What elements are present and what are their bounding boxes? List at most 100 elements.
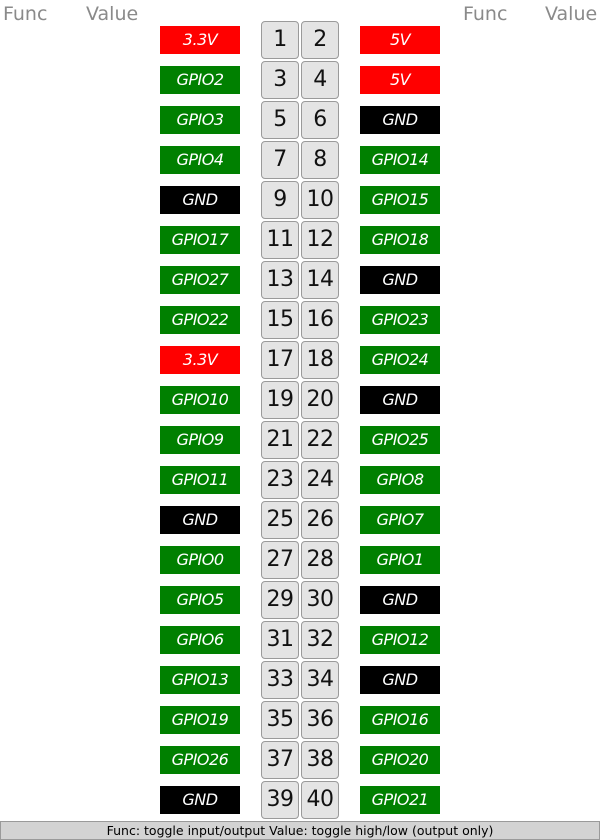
left-func-header: Func (3, 3, 48, 25)
pin-row: GPIO3 5 6 GND (0, 100, 600, 140)
right-pin-function-button[interactable]: GPIO23 (360, 306, 440, 334)
pin-row: GND 25 26 GPIO7 (0, 500, 600, 540)
pin-number: 18 (301, 341, 339, 379)
pin-number: 37 (261, 741, 299, 779)
left-pin-function-button[interactable]: GPIO27 (160, 266, 240, 294)
left-pin-function-button[interactable]: GPIO17 (160, 226, 240, 254)
right-func-header: Func (463, 3, 508, 25)
left-pin-function-button[interactable]: GND (160, 506, 240, 534)
pin-number: 27 (261, 541, 299, 579)
right-pin-function-button[interactable]: GPIO12 (360, 626, 440, 654)
pin-row: GPIO2 3 4 5V (0, 60, 600, 100)
pin-number: 7 (261, 141, 299, 179)
pin-number: 13 (261, 261, 299, 299)
left-pin-function-button[interactable]: 3.3V (160, 26, 240, 54)
right-pin-function-button[interactable]: GND (360, 106, 440, 134)
right-pin-function-button[interactable]: GPIO16 (360, 706, 440, 734)
pin-number: 36 (301, 701, 339, 739)
left-pin-function-button[interactable]: GPIO3 (160, 106, 240, 134)
pin-row: GPIO5 29 30 GND (0, 580, 600, 620)
pin-row: GPIO22 15 16 GPIO23 (0, 300, 600, 340)
pin-number: 5 (261, 101, 299, 139)
pin-row: GPIO4 7 8 GPIO14 (0, 140, 600, 180)
left-pin-function-button[interactable]: 3.3V (160, 346, 240, 374)
pin-number: 3 (261, 61, 299, 99)
pin-row: GPIO13 33 34 GND (0, 660, 600, 700)
pin-row: GPIO6 31 32 GPIO12 (0, 620, 600, 660)
pin-number: 16 (301, 301, 339, 339)
pin-number: 2 (301, 21, 339, 59)
left-pin-function-button[interactable]: GPIO19 (160, 706, 240, 734)
help-footer: Func: toggle input/output Value: toggle … (0, 821, 600, 840)
pin-number: 19 (261, 381, 299, 419)
right-value-header: Value (545, 3, 598, 25)
pin-number: 33 (261, 661, 299, 699)
left-pin-function-button[interactable]: GPIO13 (160, 666, 240, 694)
left-pin-function-button[interactable]: GPIO26 (160, 746, 240, 774)
pin-number: 4 (301, 61, 339, 99)
pin-row: 3.3V 17 18 GPIO24 (0, 340, 600, 380)
left-pin-function-button[interactable]: GPIO4 (160, 146, 240, 174)
right-pin-function-button[interactable]: GPIO7 (360, 506, 440, 534)
pin-number: 12 (301, 221, 339, 259)
left-pin-function-button[interactable]: GPIO5 (160, 586, 240, 614)
pin-row: GPIO0 27 28 GPIO1 (0, 540, 600, 580)
pin-number: 9 (261, 181, 299, 219)
pin-number: 10 (301, 181, 339, 219)
right-pin-function-button[interactable]: GPIO18 (360, 226, 440, 254)
pin-number: 29 (261, 581, 299, 619)
pin-number: 34 (301, 661, 339, 699)
pin-row: GPIO19 35 36 GPIO16 (0, 700, 600, 740)
pin-number: 38 (301, 741, 339, 779)
left-pin-function-button[interactable]: GPIO10 (160, 386, 240, 414)
pin-row: GND 9 10 GPIO15 (0, 180, 600, 220)
pin-number: 32 (301, 621, 339, 659)
pin-number: 26 (301, 501, 339, 539)
pin-number: 1 (261, 21, 299, 59)
pin-number: 8 (301, 141, 339, 179)
left-pin-function-button[interactable]: GND (160, 186, 240, 214)
right-pin-function-button[interactable]: GND (360, 586, 440, 614)
right-pin-function-button[interactable]: GND (360, 666, 440, 694)
pin-row: GPIO11 23 24 GPIO8 (0, 460, 600, 500)
right-pin-function-button[interactable]: 5V (360, 26, 440, 54)
pin-number: 6 (301, 101, 339, 139)
left-pin-function-button[interactable]: GPIO9 (160, 426, 240, 454)
pin-row: GPIO27 13 14 GND (0, 260, 600, 300)
right-pin-function-button[interactable]: GPIO21 (360, 786, 440, 814)
pin-number: 14 (301, 261, 339, 299)
pin-number: 17 (261, 341, 299, 379)
pin-row: GPIO17 11 12 GPIO18 (0, 220, 600, 260)
right-pin-function-button[interactable]: 5V (360, 66, 440, 94)
left-pin-function-button[interactable]: GPIO6 (160, 626, 240, 654)
right-pin-function-button[interactable]: GPIO1 (360, 546, 440, 574)
right-pin-function-button[interactable]: GPIO20 (360, 746, 440, 774)
left-pin-function-button[interactable]: GPIO22 (160, 306, 240, 334)
pin-row: GND 39 40 GPIO21 (0, 780, 600, 820)
pin-number: 30 (301, 581, 339, 619)
right-pin-function-button[interactable]: GPIO24 (360, 346, 440, 374)
right-pin-function-button[interactable]: GND (360, 266, 440, 294)
pin-number: 11 (261, 221, 299, 259)
pin-number: 20 (301, 381, 339, 419)
pin-number: 22 (301, 421, 339, 459)
left-pin-function-button[interactable]: GPIO11 (160, 466, 240, 494)
pin-number: 23 (261, 461, 299, 499)
pin-number: 25 (261, 501, 299, 539)
right-pin-function-button[interactable]: GND (360, 386, 440, 414)
pin-row: GPIO26 37 38 GPIO20 (0, 740, 600, 780)
right-pin-function-button[interactable]: GPIO15 (360, 186, 440, 214)
left-value-header: Value (86, 3, 139, 25)
left-pin-function-button[interactable]: GPIO2 (160, 66, 240, 94)
left-pin-function-button[interactable]: GND (160, 786, 240, 814)
pin-number: 24 (301, 461, 339, 499)
right-pin-function-button[interactable]: GPIO8 (360, 466, 440, 494)
pin-number: 39 (261, 781, 299, 819)
left-pin-function-button[interactable]: GPIO0 (160, 546, 240, 574)
pin-row: 3.3V 1 2 5V (0, 20, 600, 60)
pin-number: 15 (261, 301, 299, 339)
pin-row: GPIO9 21 22 GPIO25 (0, 420, 600, 460)
right-pin-function-button[interactable]: GPIO25 (360, 426, 440, 454)
right-pin-function-button[interactable]: GPIO14 (360, 146, 440, 174)
pin-number: 35 (261, 701, 299, 739)
